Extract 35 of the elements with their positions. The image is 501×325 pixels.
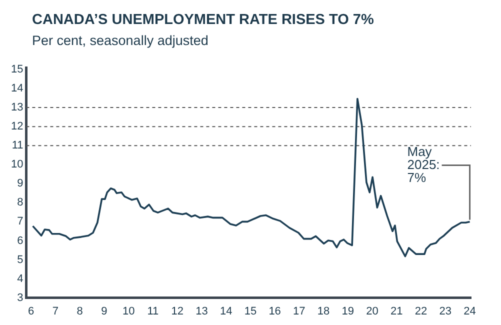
y-tick-label: 5 xyxy=(17,254,24,266)
y-tick-label: 6 xyxy=(17,234,24,247)
y-tick-label: 14 xyxy=(10,82,24,95)
x-tick-label: 14 xyxy=(220,305,232,318)
y-tick-label: 15 xyxy=(10,64,24,76)
y-tick-label: 8 xyxy=(17,196,24,209)
x-tick-label: 15 xyxy=(244,305,257,318)
x-tick-label: 20 xyxy=(366,305,378,318)
x-tick-label: 6 xyxy=(28,305,34,318)
y-tick-label: 11 xyxy=(12,140,24,152)
x-tick-label: 17 xyxy=(293,305,306,318)
x-tick-label: 7 xyxy=(52,305,59,318)
x-tick-label: 18 xyxy=(317,305,330,318)
chart-subtitle: Per cent, seasonally adjusted xyxy=(32,33,208,48)
x-tick-label: 9 xyxy=(101,305,108,318)
y-tick-label: 4 xyxy=(17,272,24,285)
x-tick-label: 24 xyxy=(464,305,476,318)
y-tick-label: 7 xyxy=(17,216,24,228)
chart-title: CANADA’S UNEMPLOYMENT RATE RISES TO 7% xyxy=(32,12,374,28)
x-tick-label: 19 xyxy=(342,305,354,318)
x-tick-label: 11 xyxy=(147,305,159,318)
annotation: May 2025: 7% xyxy=(407,144,440,185)
x-tick-label: 21 xyxy=(390,305,403,318)
y-tick-label: 12 xyxy=(10,120,24,133)
x-tick-label: 23 xyxy=(439,305,452,318)
x-tick-label: 22 xyxy=(414,305,428,318)
x-tick-label: 8 xyxy=(76,305,83,318)
x-tick-label: 10 xyxy=(122,305,135,318)
y-tick-label: 10 xyxy=(10,158,24,171)
x-tick-label: 13 xyxy=(196,305,208,318)
y-tick-label: 3 xyxy=(17,292,24,304)
y-tick-label: 13 xyxy=(10,102,24,114)
x-tick-label: 16 xyxy=(268,305,281,318)
x-tick-label: 12 xyxy=(171,305,184,318)
y-tick-label: 9 xyxy=(17,178,24,190)
